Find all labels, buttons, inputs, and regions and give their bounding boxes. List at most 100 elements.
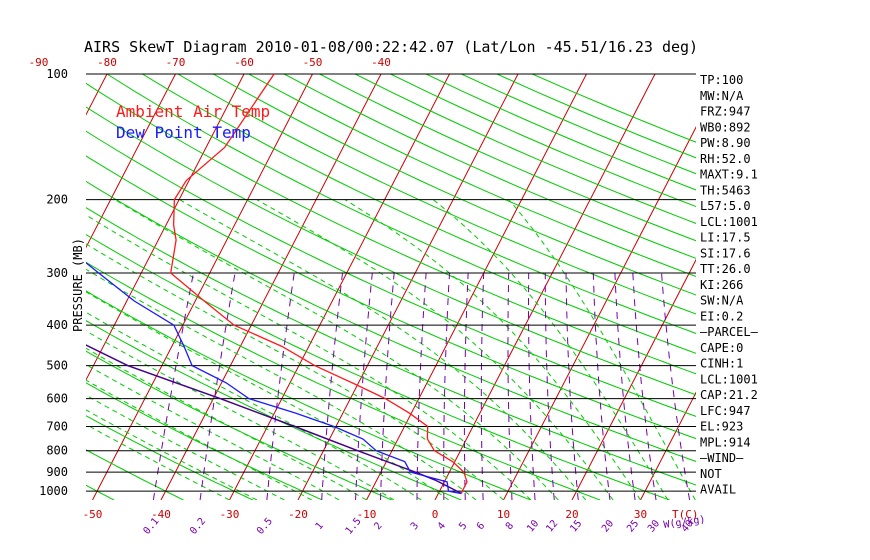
moist-adiabat-line bbox=[508, 199, 696, 500]
dry-adiabat-line bbox=[177, 74, 696, 315]
index-entry: EL:923 bbox=[700, 420, 743, 434]
isotherm-line bbox=[297, 74, 519, 500]
bottom-temperature-tick-label: -50 bbox=[83, 508, 103, 521]
mixing-ratio-tick-label: 3 bbox=[409, 521, 421, 533]
mixing-ratio-tick-label: 12 bbox=[544, 518, 560, 534]
mixing-ratio-line bbox=[528, 272, 536, 500]
mixing-ratio-line bbox=[565, 272, 579, 500]
legend-ambient-air-temp: Ambient Air Temp bbox=[116, 102, 270, 121]
dry-adiabat-line bbox=[142, 74, 696, 334]
sounding-profiles bbox=[86, 74, 468, 495]
moist-adiabat-line bbox=[256, 199, 614, 500]
mixing-ratio-line bbox=[380, 272, 395, 500]
dry-adiabat-line bbox=[354, 74, 696, 224]
temperature-unit-label: T(C) bbox=[672, 508, 699, 521]
parcel-lapse-line bbox=[86, 344, 462, 495]
index-entry: TP:100 bbox=[700, 73, 743, 87]
moist-adiabat-line bbox=[114, 199, 559, 500]
mixing-ratio-line bbox=[321, 272, 343, 500]
pressure-tick-label: 400 bbox=[46, 318, 68, 332]
dry-adiabat-line bbox=[86, 180, 696, 462]
dry-adiabat-line bbox=[106, 74, 696, 354]
index-entry: LFC:947 bbox=[700, 404, 751, 418]
isotherm-line bbox=[503, 126, 696, 500]
top-temperature-tick-label: -90 bbox=[29, 56, 49, 69]
dry-adiabat-line bbox=[461, 74, 696, 175]
moist-adiabat-line bbox=[86, 394, 285, 500]
mixing-ratio-tick-label: 1 bbox=[314, 521, 326, 533]
mixing-ratio-tick-label: 6 bbox=[475, 521, 487, 533]
pressure-tick-label: 800 bbox=[46, 444, 68, 458]
pressure-tick-label: 100 bbox=[46, 67, 68, 81]
dry-adiabat-line bbox=[283, 74, 696, 259]
moist-adiabat-line bbox=[86, 268, 477, 500]
index-entry: CINH:1 bbox=[700, 357, 743, 371]
isotherm-line bbox=[0, 74, 39, 500]
index-entry: WB0:892 bbox=[700, 120, 751, 134]
dry-adiabat-line bbox=[319, 74, 696, 242]
dry-adiabat-line bbox=[86, 155, 696, 440]
bottom-temperature-tick-label: -10 bbox=[357, 508, 377, 521]
index-entry: LI:17.5 bbox=[700, 231, 751, 245]
dry-adiabat-line bbox=[248, 74, 696, 278]
index-entry: AVAIL bbox=[700, 483, 736, 497]
index-entry: LCL:1001 bbox=[700, 215, 758, 229]
bottom-temperature-tick-label: 30 bbox=[634, 508, 647, 521]
index-entry: TT:26.0 bbox=[700, 262, 751, 276]
bottom-temperature-tick-label: -30 bbox=[220, 508, 240, 521]
legend-dew-point-temp: Dew Point Temp bbox=[116, 123, 251, 142]
moist-adiabat-line bbox=[86, 364, 340, 500]
bottom-temperature-tick-label: -20 bbox=[288, 508, 308, 521]
mixing-ratio-line bbox=[661, 272, 691, 500]
bottom-temperature-tick-label: -40 bbox=[151, 508, 171, 521]
mixing-ratio-tick-label: 2 bbox=[372, 521, 384, 533]
mixing-ratio-line bbox=[443, 272, 450, 500]
mixing-ratio-tick-label: 4 bbox=[436, 521, 448, 533]
top-temperature-tick-label: -50 bbox=[303, 56, 323, 69]
bottom-temperature-tick-label: 20 bbox=[565, 508, 578, 521]
index-entry: SW:N/A bbox=[700, 294, 744, 308]
dry-adiabat-line bbox=[390, 74, 696, 208]
dry-adiabat-line bbox=[86, 261, 601, 500]
ambient-air-temp-line bbox=[169, 74, 468, 494]
index-entry: MPL:914 bbox=[700, 435, 751, 449]
pressure-tick-label: 900 bbox=[46, 465, 68, 479]
mixing-ratio-line bbox=[266, 272, 295, 500]
pressure-tick-label: 500 bbox=[46, 359, 68, 373]
isotherm-line bbox=[846, 74, 870, 500]
isotherm-line bbox=[160, 74, 382, 500]
mixing-ratio-line bbox=[507, 272, 513, 500]
index-entry: —WIND— bbox=[700, 451, 744, 465]
mixing-ratio-line bbox=[592, 272, 611, 500]
dry-adiabat-line bbox=[86, 207, 696, 486]
index-entry: SI:17.6 bbox=[700, 246, 751, 260]
isotherm-line bbox=[86, 74, 176, 249]
mixing-ratio-tick-label: 20 bbox=[600, 518, 616, 534]
top-temperature-tick-label: -80 bbox=[97, 56, 117, 69]
dry-adiabat-line bbox=[86, 382, 323, 500]
pressure-tick-label: 300 bbox=[46, 266, 68, 280]
dew-point-temp-line bbox=[86, 261, 462, 495]
y-axis-label: PRESSURE (MB) bbox=[71, 238, 85, 332]
chart-title: AIRS SkewT Diagram 2010-01-08/00:22:42.0… bbox=[84, 38, 698, 56]
isotherm-line bbox=[229, 74, 450, 500]
isotherm-line bbox=[92, 74, 313, 500]
mixing-ratio-line bbox=[355, 272, 373, 500]
moist-adiabat-line bbox=[86, 423, 230, 500]
mixing-ratio-line bbox=[544, 273, 555, 500]
index-entry: CAPE:0 bbox=[700, 341, 743, 355]
index-entry: KI:266 bbox=[700, 278, 743, 292]
index-entry: NOT bbox=[700, 467, 722, 481]
dry-adiabat-line bbox=[86, 130, 696, 417]
mixing-ratio-tick-label: 0.5 bbox=[255, 516, 275, 537]
dry-adiabat-line bbox=[86, 415, 254, 500]
index-entry: TH:5463 bbox=[700, 183, 751, 197]
pressure-tick-label: 600 bbox=[46, 392, 68, 406]
top-temperature-tick-label: -70 bbox=[166, 56, 186, 69]
moist-adiabat-line bbox=[179, 199, 587, 500]
pressure-tick-label: 1000 bbox=[39, 484, 68, 498]
dry-adiabat-line bbox=[86, 106, 696, 396]
index-entry: RH:52.0 bbox=[700, 152, 751, 166]
